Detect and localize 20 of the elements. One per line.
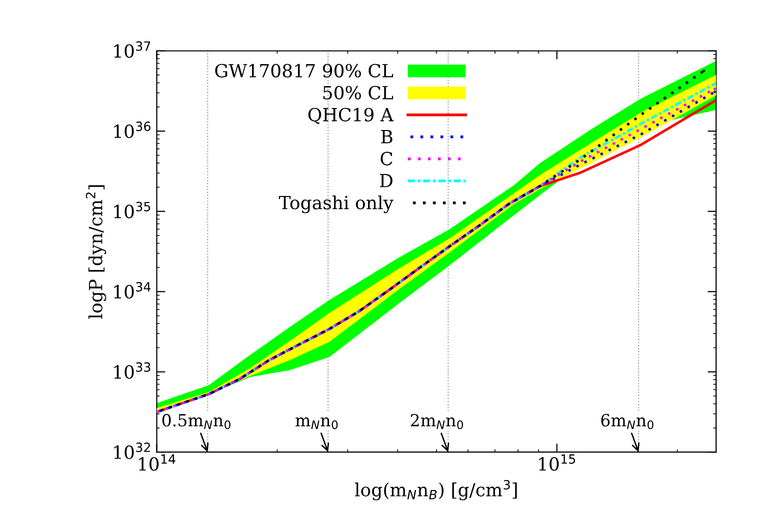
ref-line-label: 2m$_{N}$n$_{0}$	[410, 414, 464, 430]
x-axis-title: log(m$_{N}$n$_{B}$) [g/cm$^{3}$]	[354, 480, 517, 500]
ref-line-label: m$_{N}$n$_{0}$	[296, 417, 338, 430]
ref-line-label: 0.5m$_{N}$n$_{0}$	[162, 414, 230, 430]
legend-label: QHC19 A	[308, 108, 394, 124]
y-tick-label: 10$^{35}$	[114, 202, 150, 218]
y-tick-label: 10$^{34}$	[114, 282, 151, 299]
y-tick-label: 10$^{37}$	[114, 41, 150, 58]
x-tick-label: 10$^{14}$	[139, 454, 176, 471]
legend-label: GW170817 90% CL	[215, 64, 394, 78]
legend-label: C	[380, 152, 392, 166]
y-tick-label: 10$^{36}$	[114, 122, 150, 138]
legend-label: D	[380, 174, 392, 188]
x-tick-label: 10$^{15}$	[539, 454, 576, 471]
legend-label: B	[381, 130, 392, 144]
ref-line-label: 6m$_{N}$n$_{0}$	[601, 414, 654, 430]
legend-label: 50% CL	[323, 86, 394, 100]
y-axis-title: logP [dyn/cm$^{2}$]	[86, 185, 106, 319]
legend-label: Togashi only	[278, 195, 394, 214]
y-tick-label: 10$^{33}$	[114, 362, 150, 379]
